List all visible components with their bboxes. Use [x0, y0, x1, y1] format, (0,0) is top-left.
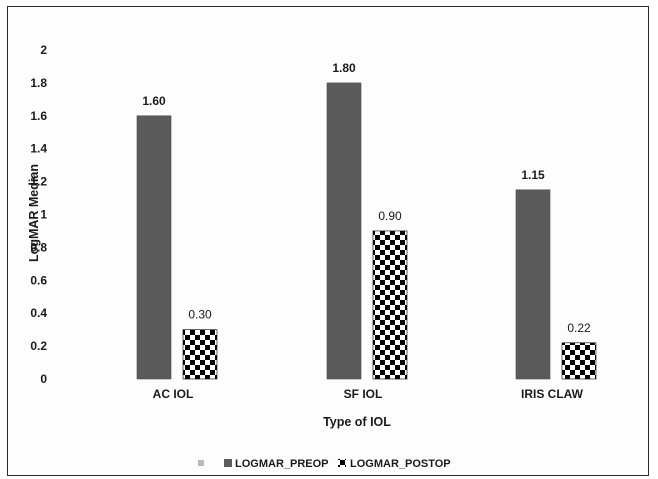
- bar-logmar-postop-iris-claw: [561, 342, 597, 380]
- legend-swatch-preop: [224, 459, 232, 467]
- bar-logmar-preop-ac-iol: [136, 115, 172, 380]
- x-axis-title: Type of IOL: [323, 415, 391, 429]
- legend-swatch-postop: [338, 459, 346, 467]
- y-tick-label: 2: [40, 43, 47, 57]
- data-label: 1.80: [332, 61, 356, 75]
- data-label: 0.30: [188, 308, 212, 322]
- legend-label-postop: LOGMAR_POSTOP: [350, 458, 451, 470]
- bar-logmar-postop-ac-iol: [182, 329, 218, 380]
- y-tick-label: 1.2: [30, 175, 47, 189]
- x-tick-label: AC IOL: [153, 387, 194, 401]
- y-tick-label: 0.6: [30, 273, 47, 287]
- data-label: 1.60: [142, 94, 166, 108]
- legend: LOGMAR_PREOP LOGMAR_POSTOP: [198, 458, 451, 470]
- y-tick-label: 0.8: [30, 240, 47, 254]
- y-tick-label: 0: [40, 372, 47, 386]
- y-tick-label: 1: [40, 208, 47, 222]
- legend-label-preop: LOGMAR_PREOP: [235, 458, 329, 470]
- data-label: 1.15: [521, 168, 545, 182]
- legend-marker-faint: [198, 460, 204, 466]
- y-tick-label: 1.4: [30, 142, 47, 156]
- data-label: 0.22: [567, 321, 591, 335]
- y-axis-title: LogMAR Median: [27, 164, 41, 262]
- y-tick-label: 1.6: [30, 109, 47, 123]
- data-labels: 1.60 0.30 1.80 0.90 1.15 0.22: [142, 61, 591, 335]
- data-label: 0.90: [378, 209, 402, 223]
- x-axis-ticks: AC IOL SF IOL IRIS CLAW: [153, 387, 584, 401]
- bars: [136, 82, 597, 380]
- y-tick-label: 0.4: [30, 306, 47, 320]
- y-tick-label: 0.2: [30, 339, 47, 353]
- bar-logmar-preop-sf-iol: [326, 82, 362, 380]
- y-tick-label: 1.8: [30, 76, 47, 90]
- y-axis-ticks: 0 0.2 0.4 0.6 0.8 1 1.2 1.4 1.6 1.8 2: [30, 43, 47, 386]
- x-tick-label: SF IOL: [344, 387, 383, 401]
- bar-logmar-preop-iris-claw: [515, 189, 551, 380]
- x-tick-label: IRIS CLAW: [521, 387, 584, 401]
- bar-logmar-postop-sf-iol: [372, 230, 408, 380]
